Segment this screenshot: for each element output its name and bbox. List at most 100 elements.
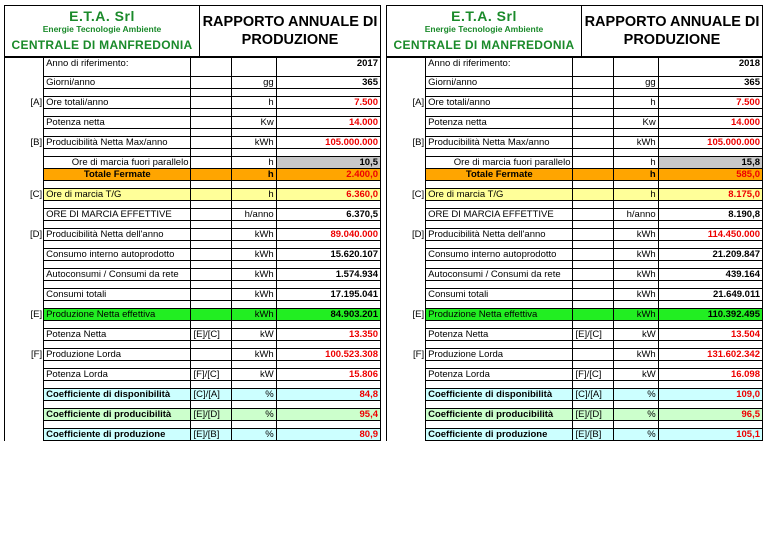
spacer-row <box>3 220 382 229</box>
spacer-cell <box>425 148 574 157</box>
row-ore-totali: [A] Ore totali/anno h 7.500 <box>385 96 764 109</box>
spacer-cell <box>572 148 614 157</box>
row-code <box>385 388 427 401</box>
row-label: Giorni/anno <box>425 76 574 89</box>
row-formula <box>190 156 232 169</box>
row-label: Coefficiente di disponibilità <box>425 388 574 401</box>
row-value: 1.574.934 <box>276 268 382 281</box>
row-label: Produzione Lorda <box>425 348 574 361</box>
spacer-cell <box>425 360 574 369</box>
spacer-cell <box>425 88 574 97</box>
row-label: Ore totali/anno <box>43 96 192 109</box>
row-giorni: Giorni/anno gg 365 <box>3 76 382 89</box>
spacer-cell <box>572 240 614 249</box>
spacer-cell <box>3 320 45 329</box>
row-value: 131.602.342 <box>658 348 764 361</box>
row-code: [B] <box>3 136 45 149</box>
row-code <box>3 168 45 181</box>
spacer-cell <box>231 420 277 429</box>
spacer-cell <box>3 240 45 249</box>
spacer-row <box>385 360 764 369</box>
spacer-cell <box>231 320 277 329</box>
spacer-cell <box>190 128 232 137</box>
spacer-cell <box>613 220 659 229</box>
spacer-row <box>385 108 764 117</box>
row-code <box>3 248 45 261</box>
spacer-cell <box>190 240 232 249</box>
row-label: Anno di riferimento: <box>425 57 574 69</box>
spacer-cell <box>572 420 614 429</box>
row-code <box>3 368 45 381</box>
spacer-cell <box>613 260 659 269</box>
spacer-cell <box>231 360 277 369</box>
row-code <box>385 208 427 221</box>
row-potenza-netta: Potenza netta Kw 14.000 <box>385 116 764 129</box>
spacer-cell <box>658 220 764 229</box>
spacer-cell <box>385 300 427 309</box>
row-produzione-lorda: [F] Produzione Lorda kWh 100.523.308 <box>3 348 382 361</box>
spacer-row <box>3 240 382 249</box>
row-formula <box>572 248 614 261</box>
spacer-cell <box>3 148 45 157</box>
spacer-cell <box>43 240 192 249</box>
row-value: 105,1 <box>658 428 764 441</box>
spacer-cell <box>3 420 45 429</box>
spacer-cell <box>425 340 574 349</box>
report-header: E.T.A. Srl Energie Tecnologie Ambiente C… <box>4 5 381 57</box>
spacer-row <box>385 69 764 77</box>
row-ore-effettive: ORE DI MARCIA EFFETTIVE h/anno 6.370,5 <box>3 208 382 221</box>
row-label: Ore di marcia T/G <box>43 188 192 201</box>
spacer-cell <box>43 340 192 349</box>
spacer-cell <box>231 260 277 269</box>
row-code: [E] <box>3 308 45 321</box>
row-value: 7.500 <box>658 96 764 109</box>
spacer-cell <box>425 200 574 209</box>
spacer-cell <box>572 300 614 309</box>
spacer-cell <box>276 128 382 137</box>
row-value: 14.000 <box>276 116 382 129</box>
row-unit: kWh <box>231 348 277 361</box>
spacer-cell <box>231 88 277 97</box>
spacer-cell <box>190 420 232 429</box>
spacer-cell <box>3 400 45 409</box>
spacer-cell <box>43 280 192 289</box>
spacer-cell <box>613 240 659 249</box>
spacer-row <box>385 260 764 269</box>
spacer-cell <box>276 108 382 117</box>
row-ore-tg: [C] Ore di marcia T/G h 6.360,0 <box>3 188 382 201</box>
row-value: 6.360,0 <box>276 188 382 201</box>
spacer-cell <box>43 420 192 429</box>
company-logo: E.T.A. Srl Energie Tecnologie Ambiente C… <box>5 6 200 56</box>
spacer-cell <box>190 260 232 269</box>
row-code <box>3 76 45 89</box>
spacer-cell <box>276 380 382 389</box>
spacer-cell <box>385 69 427 77</box>
row-formula <box>190 308 232 321</box>
row-consumi-totali: Consumi totali kWh 21.649.011 <box>385 288 764 301</box>
row-unit: kW <box>231 368 277 381</box>
row-formula <box>572 208 614 221</box>
spacer-cell <box>425 420 574 429</box>
spacer-cell <box>43 220 192 229</box>
spacer-cell <box>276 360 382 369</box>
spacer-cell <box>231 380 277 389</box>
row-label: Coefficiente di disponibilità <box>43 388 192 401</box>
row-formula <box>190 57 232 69</box>
row-autoconsumi: Autoconsumi / Consumi da rete kWh 1.574.93… <box>3 268 382 281</box>
spacer-cell <box>613 200 659 209</box>
row-ore-totali: [A] Ore totali/anno h 7.500 <box>3 96 382 109</box>
row-unit: kW <box>613 328 659 341</box>
spacer-cell <box>190 108 232 117</box>
spacer-cell <box>385 88 427 97</box>
spacer-row <box>3 300 382 309</box>
row-label: Producibilità Netta Max/anno <box>43 136 192 149</box>
spacer-cell <box>658 420 764 429</box>
spacer-cell <box>425 320 574 329</box>
row-label: Coefficiente di produzione <box>425 428 574 441</box>
row-formula <box>190 248 232 261</box>
plant-name: CENTRALE DI MANFREDONIA <box>393 38 575 52</box>
row-unit: h/anno <box>231 208 277 221</box>
row-value: 2018 <box>658 57 764 69</box>
row-code <box>385 156 427 169</box>
row-value: 114.450.000 <box>658 228 764 241</box>
